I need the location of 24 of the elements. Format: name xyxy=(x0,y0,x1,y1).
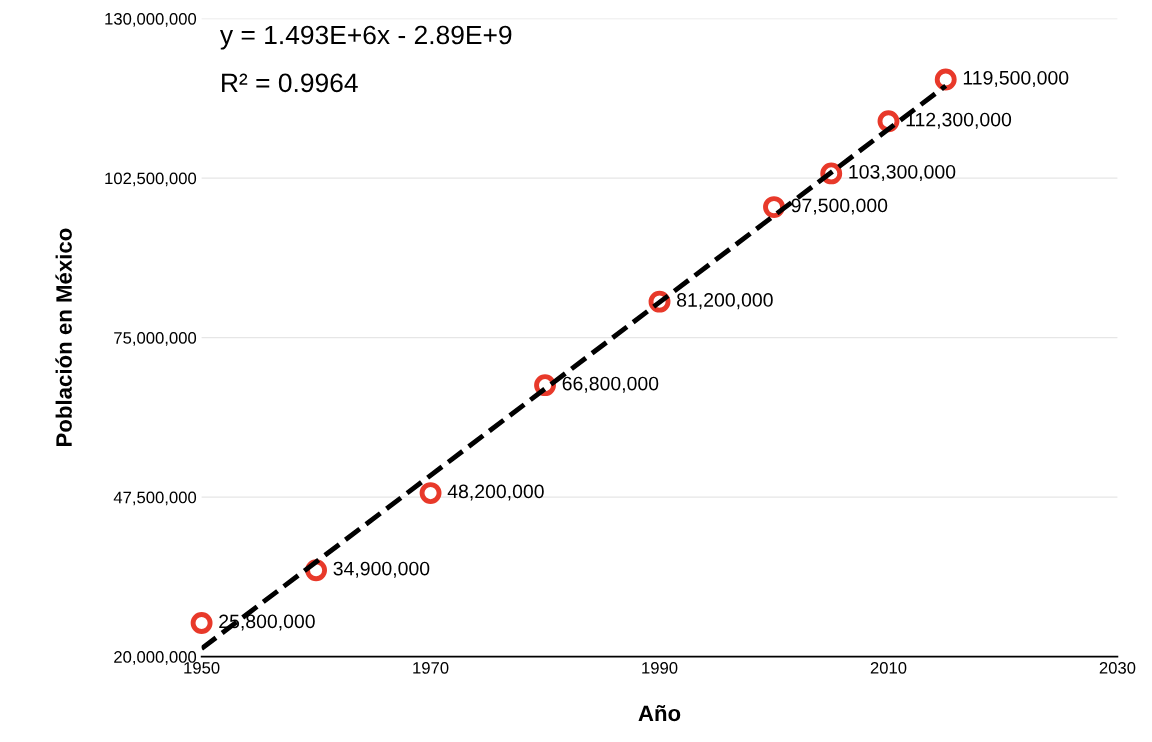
x-tick-label: 1970 xyxy=(413,661,449,674)
data-label: 119,500,000 xyxy=(963,70,1069,87)
y-tick-label: 130,000,000 xyxy=(105,12,197,27)
y-axis-title: Población en México xyxy=(55,228,72,447)
data-label: 25,800,000 xyxy=(219,614,315,631)
point xyxy=(934,68,957,91)
y-tick-label: 102,500,000 xyxy=(105,172,197,187)
x-axis-title: Año xyxy=(638,704,681,722)
y-tick-label: 47,500,000 xyxy=(113,491,197,506)
data-label: 81,200,000 xyxy=(677,293,773,310)
x-tick-label: 2030 xyxy=(1099,661,1136,674)
data-label: 97,500,000 xyxy=(791,198,888,215)
data-label: 66,800,000 xyxy=(562,376,659,393)
x-tick-label: 2010 xyxy=(870,661,907,674)
data-label: 34,900,000 xyxy=(333,561,430,578)
x-tick-label: 1990 xyxy=(642,661,678,674)
data-label: 103,300,000 xyxy=(849,164,956,181)
y-tick-label: 75,000,000 xyxy=(114,332,197,346)
point xyxy=(190,612,213,634)
data-label: 48,200,000 xyxy=(447,484,544,501)
annotation: R² = 0.9964 xyxy=(222,73,358,93)
annotation: y = 1.493E+6x - 2.89E+9 xyxy=(219,25,512,50)
data-label: 112,300,000 xyxy=(906,112,1012,129)
point xyxy=(419,482,442,505)
